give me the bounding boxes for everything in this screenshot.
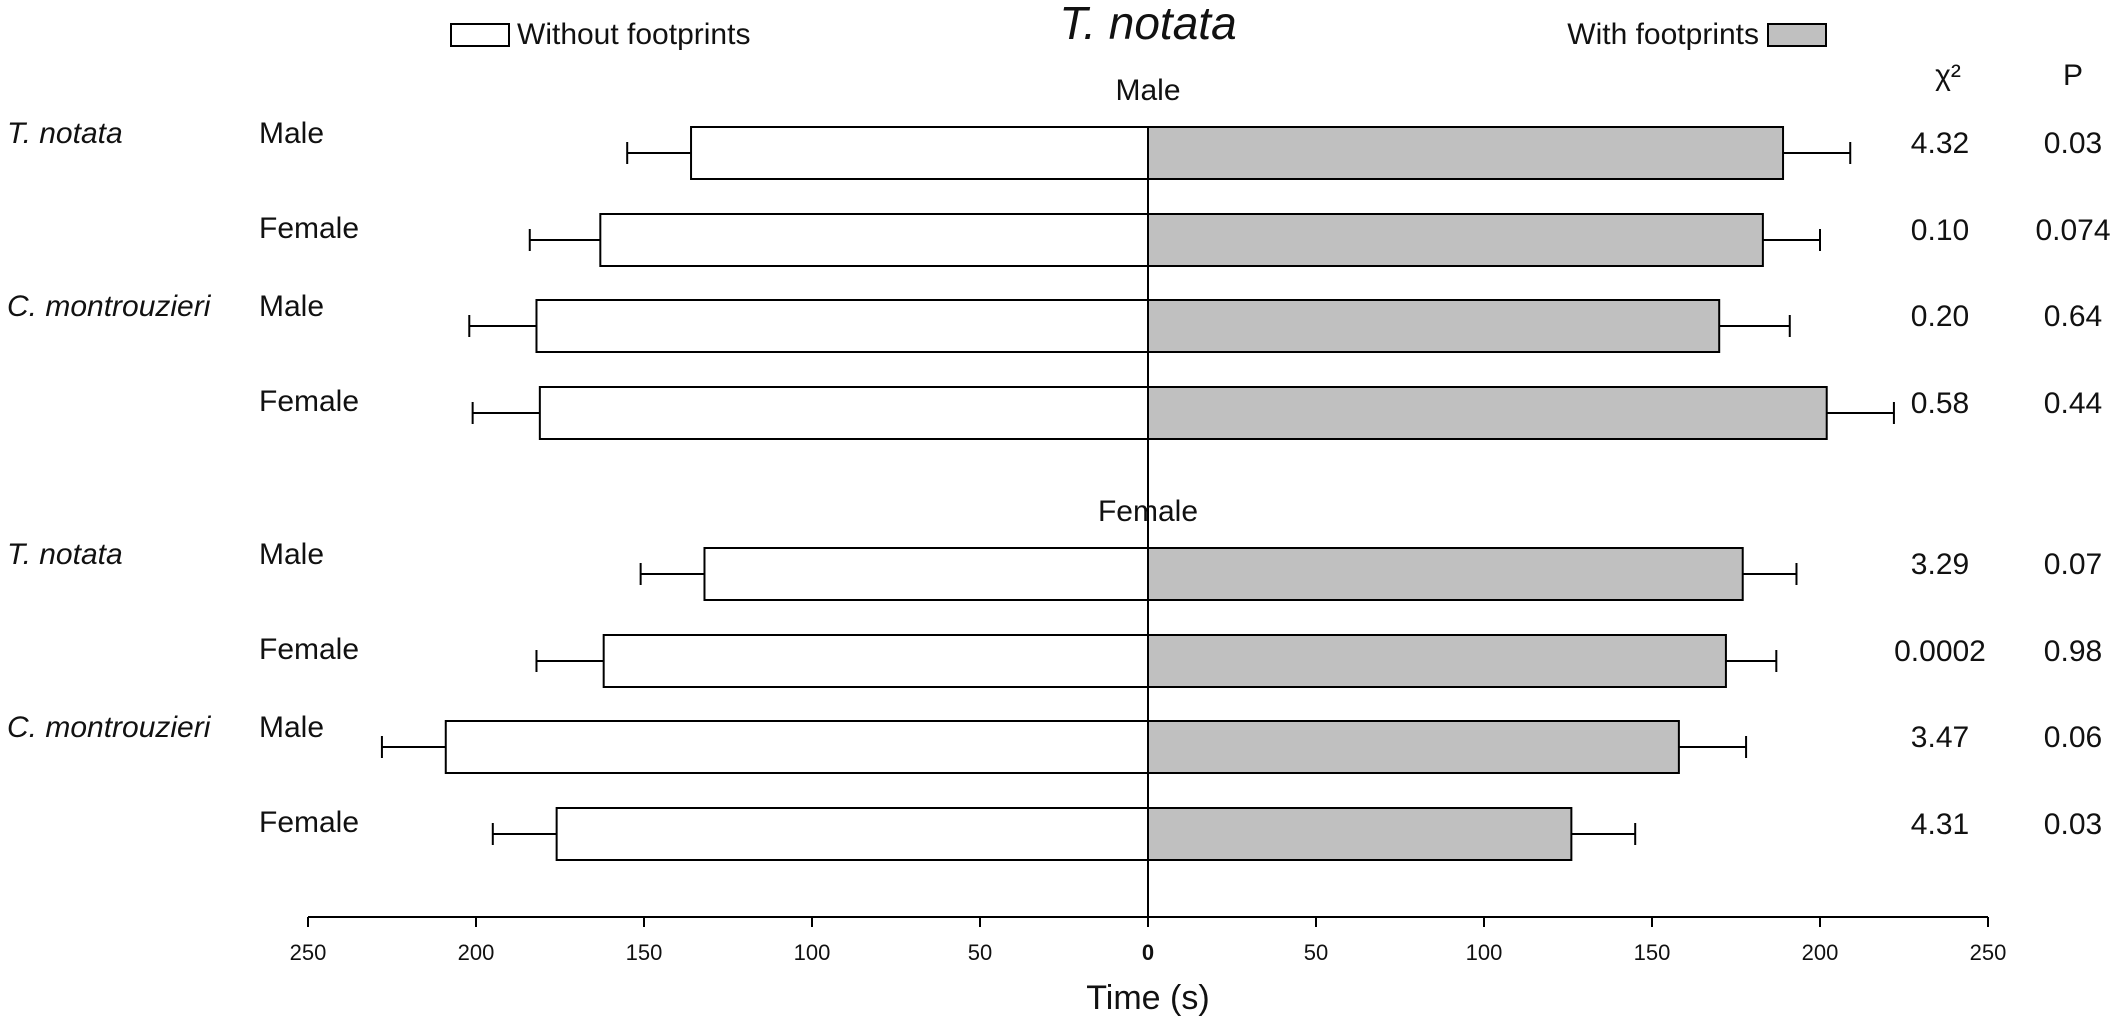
bar xyxy=(538,386,1149,440)
p-value: 0.64 xyxy=(2044,300,2102,333)
sex-label: Male xyxy=(259,711,324,744)
chi2-value: 0.10 xyxy=(1911,214,1969,247)
legend-swatch xyxy=(1767,23,1827,47)
x-tick-label: 250 xyxy=(290,940,327,965)
x-tick-label: 100 xyxy=(1466,940,1503,965)
stat-header: P xyxy=(2063,59,2083,92)
bar xyxy=(1147,126,1785,180)
p-value: 0.074 xyxy=(2035,214,2110,247)
x-axis-title: Time (s) xyxy=(1086,979,1209,1017)
x-tick-label: 0 xyxy=(1142,940,1154,965)
bar xyxy=(1147,807,1573,861)
stat-header: χ² xyxy=(1935,59,1961,92)
legend-swatch xyxy=(450,23,510,47)
p-value: 0.03 xyxy=(2044,127,2102,160)
bar xyxy=(703,547,1149,601)
sex-label: Female xyxy=(259,633,359,666)
bar xyxy=(1147,720,1680,774)
bar xyxy=(444,720,1149,774)
x-tick-label: 50 xyxy=(968,940,992,965)
chi2-value: 3.29 xyxy=(1911,548,1969,581)
sex-label: Male xyxy=(259,538,324,571)
x-tick-label: 100 xyxy=(794,940,831,965)
species-label: T. notata xyxy=(7,117,123,150)
p-value: 0.98 xyxy=(2044,635,2102,668)
x-tick-label: 50 xyxy=(1304,940,1328,965)
x-tick-label: 200 xyxy=(458,940,495,965)
p-value: 0.03 xyxy=(2044,808,2102,841)
x-tick-label: 250 xyxy=(1970,940,2007,965)
legend-label: With footprints xyxy=(1567,18,1759,51)
species-label: C. montrouzieri xyxy=(7,711,212,744)
bar xyxy=(690,126,1149,180)
x-tick-label: 200 xyxy=(1802,940,1839,965)
sex-label: Female xyxy=(259,806,359,839)
sex-label: Female xyxy=(259,385,359,418)
chi2-value: 0.0002 xyxy=(1894,635,1986,668)
group-title: Female xyxy=(1098,495,1198,528)
p-value: 0.07 xyxy=(2044,548,2102,581)
bar xyxy=(1147,547,1744,601)
chi2-value: 0.58 xyxy=(1911,387,1969,420)
p-value: 0.44 xyxy=(2044,387,2102,420)
p-value: 0.06 xyxy=(2044,721,2102,754)
chi2-value: 4.32 xyxy=(1911,127,1969,160)
sex-label: Male xyxy=(259,290,324,323)
bar xyxy=(535,299,1149,353)
x-tick-label: 150 xyxy=(1634,940,1671,965)
species-label: C. montrouzieri xyxy=(7,290,212,323)
sex-label: Female xyxy=(259,212,359,245)
group-title: Male xyxy=(1115,74,1180,107)
bar xyxy=(1147,213,1764,267)
chi2-value: 3.47 xyxy=(1911,721,1969,754)
sex-label: Male xyxy=(259,117,324,150)
species-label: T. notata xyxy=(7,538,123,571)
bar xyxy=(1147,634,1727,688)
bar xyxy=(602,634,1149,688)
bar xyxy=(1147,386,1828,440)
x-tick-label: 150 xyxy=(626,940,663,965)
chi2-value: 0.20 xyxy=(1911,300,1969,333)
chart-title: T. notata xyxy=(1059,0,1236,49)
chi2-value: 4.31 xyxy=(1911,808,1969,841)
bar xyxy=(599,213,1149,267)
bar xyxy=(555,807,1149,861)
legend-label: Without footprints xyxy=(517,18,750,51)
bar xyxy=(1147,299,1721,353)
